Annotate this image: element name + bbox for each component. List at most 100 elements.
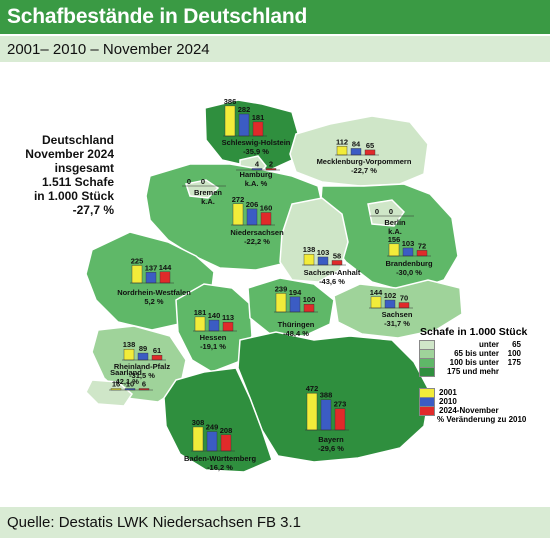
value-label: 388 <box>320 391 333 400</box>
value-label: 282 <box>238 105 251 114</box>
legend-label: 2010 <box>439 397 457 406</box>
value-label: 89 <box>139 344 147 353</box>
state-name-label: Berlin <box>384 218 406 227</box>
value-label: 16 <box>112 380 120 389</box>
bar-baden-wuerttemberg-2010 <box>206 431 218 452</box>
state-name-label: Saarland <box>110 368 142 377</box>
change-label: -16,2 % <box>207 463 233 472</box>
bar-mecklenburg-vorpommern-2010 <box>350 148 362 156</box>
state-name-label: Rheinland-Pfalz <box>114 362 171 371</box>
region-saarland <box>85 379 133 407</box>
bar-niedersachsen-2001 <box>232 203 244 226</box>
value-label: 225 <box>131 256 144 265</box>
value-label: 272 <box>232 195 245 204</box>
bar-hessen-2024-November <box>222 321 234 332</box>
legend-series-2: 2024-November <box>419 405 499 416</box>
state-group-sachsen: 144 102 70 Sachsen-31,7 % <box>369 288 413 328</box>
bar-nordrhein-westfalen-2010 <box>145 272 157 284</box>
bar-baden-wuerttemberg-2024-November <box>220 434 232 452</box>
value-label: 144 <box>370 288 383 297</box>
region-sachsen <box>333 279 463 339</box>
bar-thueringen-2024-November <box>303 304 315 313</box>
value-label: 138 <box>303 245 316 254</box>
value-label: 84 <box>352 139 361 148</box>
state-name-label: Hessen <box>200 333 227 342</box>
chart-subtitle: 2001– 2010 – November 2024 <box>7 41 210 58</box>
state-group-sachsen-anhalt: 138 103 58 Sachsen-Anhalt-43,6 % <box>302 245 361 286</box>
value-label: 137 <box>145 263 158 272</box>
national-summary: Deutschland November 2024 insgesamt 1.51… <box>6 133 114 217</box>
value-label: 138 <box>123 340 136 349</box>
region-berlin <box>367 199 405 227</box>
value-label: 10 <box>126 380 134 389</box>
summary-line-4: 1.511 Schafe <box>41 175 114 189</box>
legend-label: % Veränderung zu 2010 <box>437 415 527 424</box>
value-label: 144 <box>159 263 172 272</box>
region-sachsen-anhalt <box>279 197 349 283</box>
bar-thueringen-2010 <box>289 296 301 313</box>
bar-sachsen-anhalt-2024-November <box>331 260 343 266</box>
state-name-label: Sachsen-Anhalt <box>304 268 361 277</box>
source-bar <box>0 507 550 538</box>
value-label: 181 <box>252 113 265 122</box>
bar-niedersachsen-2024-November <box>260 212 272 226</box>
change-label: -29,6 % <box>318 444 344 453</box>
change-label: -19,1 % <box>200 342 226 351</box>
bar-brandenburg-2001 <box>388 243 400 257</box>
change-label: -22,7 % <box>351 166 377 175</box>
bar-rheinland-pfalz-2001 <box>123 349 135 361</box>
bar-hessen-2001 <box>194 316 206 332</box>
value-label: 102 <box>384 291 397 300</box>
state-group-mecklenburg-vorpommern: 112 84 65 Mecklenburg-Vorpommern-22,7 % <box>317 137 412 175</box>
value-label: 6 <box>142 380 146 389</box>
value-label: 239 <box>275 284 288 293</box>
change-label: k.A. <box>201 197 215 206</box>
subtitle-bar <box>0 36 550 62</box>
bar-bayern-2010 <box>320 399 332 431</box>
bar-nordrhein-westfalen-2024-November <box>159 271 171 284</box>
value-label: 112 <box>336 137 348 146</box>
region-bremen <box>185 179 220 199</box>
bar-sachsen-2001 <box>370 296 382 309</box>
value-label: 194 <box>289 288 302 297</box>
summary-line-1: Deutschland <box>41 133 114 147</box>
value-label: 273 <box>334 400 347 409</box>
legend-label: 175 und mehr <box>446 367 499 376</box>
state-name-label: Baden-Württemberg <box>184 454 257 463</box>
summary-line-3: insgesamt <box>54 161 114 175</box>
legend-label: 65 <box>512 340 521 349</box>
value-label: 160 <box>260 204 273 213</box>
change-label: -31,5 % <box>129 371 155 380</box>
bar-sachsen-anhalt-2010 <box>317 256 329 266</box>
bar-sachsen-2010 <box>384 299 396 309</box>
value-label: 100 <box>303 295 316 304</box>
state-name-label: Mecklenburg-Vorpommern <box>317 157 412 166</box>
bar-baden-wuerttemberg-2001 <box>192 426 204 452</box>
legend-swatch <box>419 405 435 416</box>
change-label: k.A. <box>388 227 402 236</box>
value-label: 308 <box>192 418 205 427</box>
legend-class-3: 175 und mehr <box>419 366 499 377</box>
state-name-label: Nordrhein-Westfalen <box>117 288 191 297</box>
value-label: 0 <box>389 207 393 216</box>
summary-line-5: in 1.000 Stück <box>33 189 114 203</box>
change-label: -35,9 % <box>243 147 269 156</box>
change-label: -42,1 % <box>113 377 139 386</box>
summary-line-6: -27,7 % <box>72 203 114 217</box>
value-label: 249 <box>206 423 219 432</box>
value-label: 103 <box>402 239 415 248</box>
state-name-label: Thüringen <box>278 320 315 329</box>
value-label: 156 <box>388 235 401 244</box>
value-label: 72 <box>418 241 426 250</box>
bar-rheinland-pfalz-2024-November <box>151 355 163 361</box>
state-name-label: Sachsen <box>382 310 413 319</box>
bar-bayern-2024-November <box>334 408 346 431</box>
legend-label: 2001 <box>439 388 457 397</box>
